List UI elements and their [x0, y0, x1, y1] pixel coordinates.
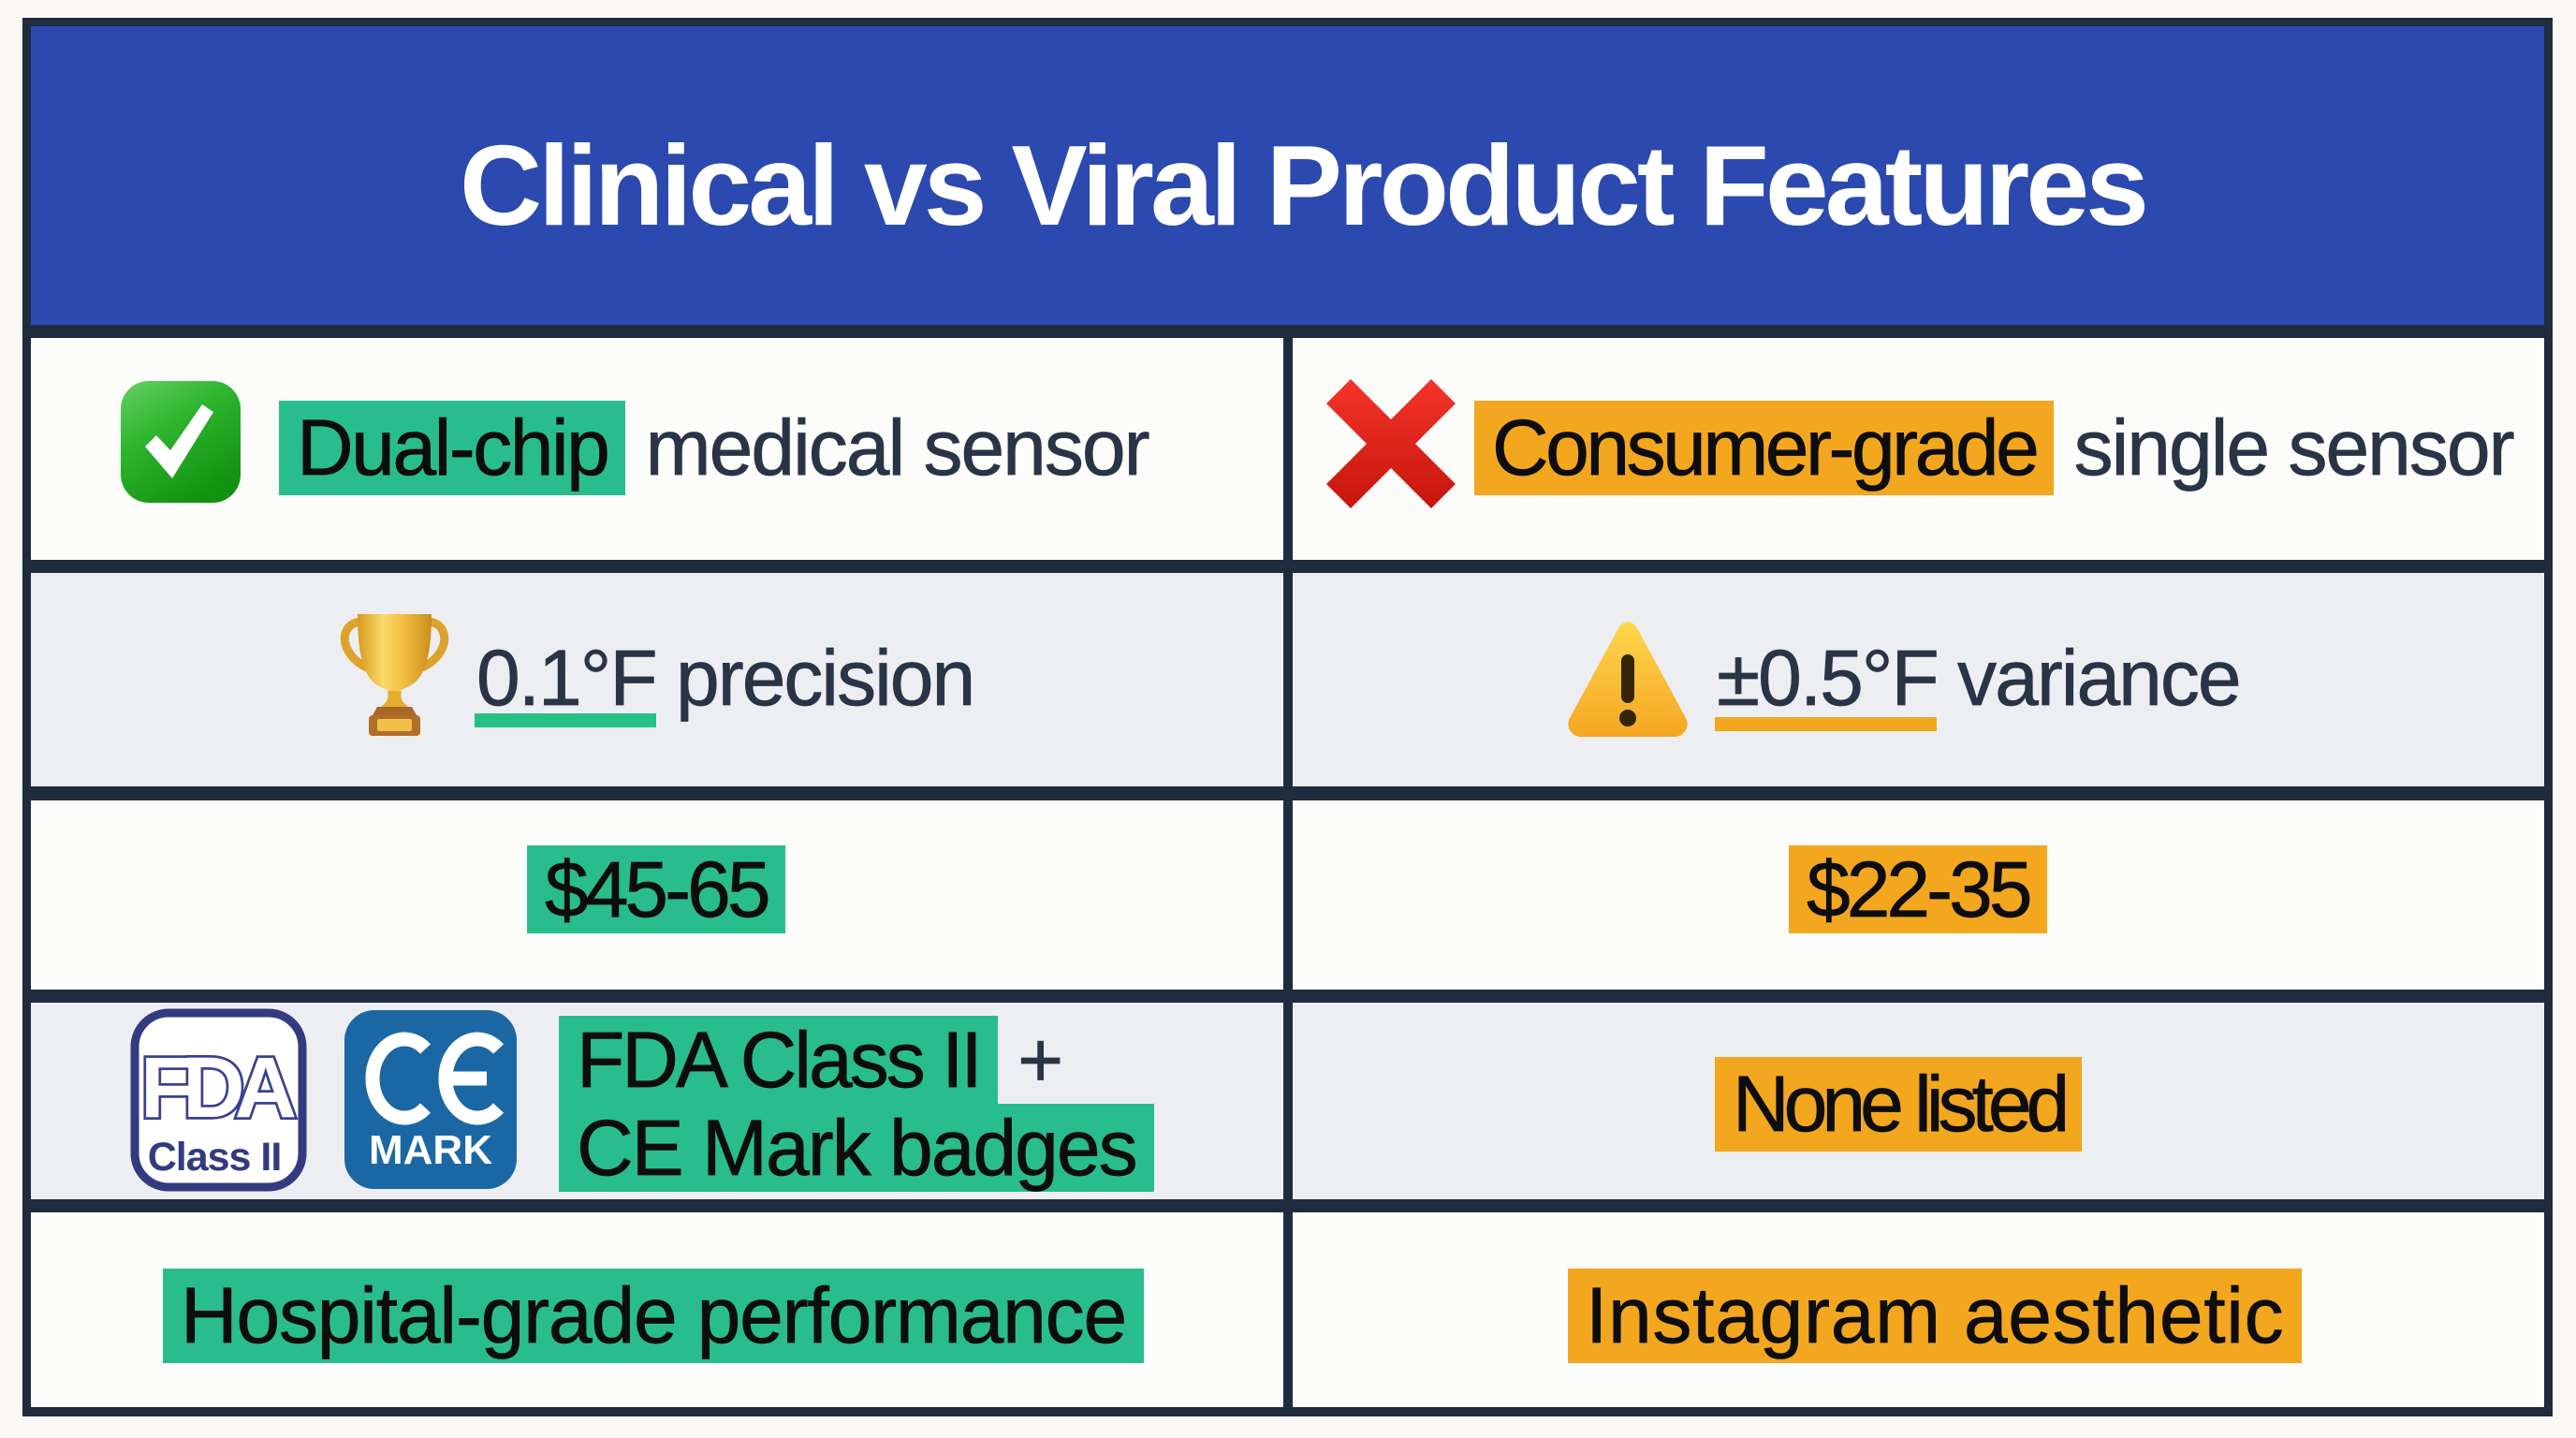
svg-text:MARK: MARK [369, 1127, 492, 1173]
svg-text:Class II: Class II [148, 1135, 282, 1180]
svg-text:FDA: FDA [140, 1040, 296, 1136]
